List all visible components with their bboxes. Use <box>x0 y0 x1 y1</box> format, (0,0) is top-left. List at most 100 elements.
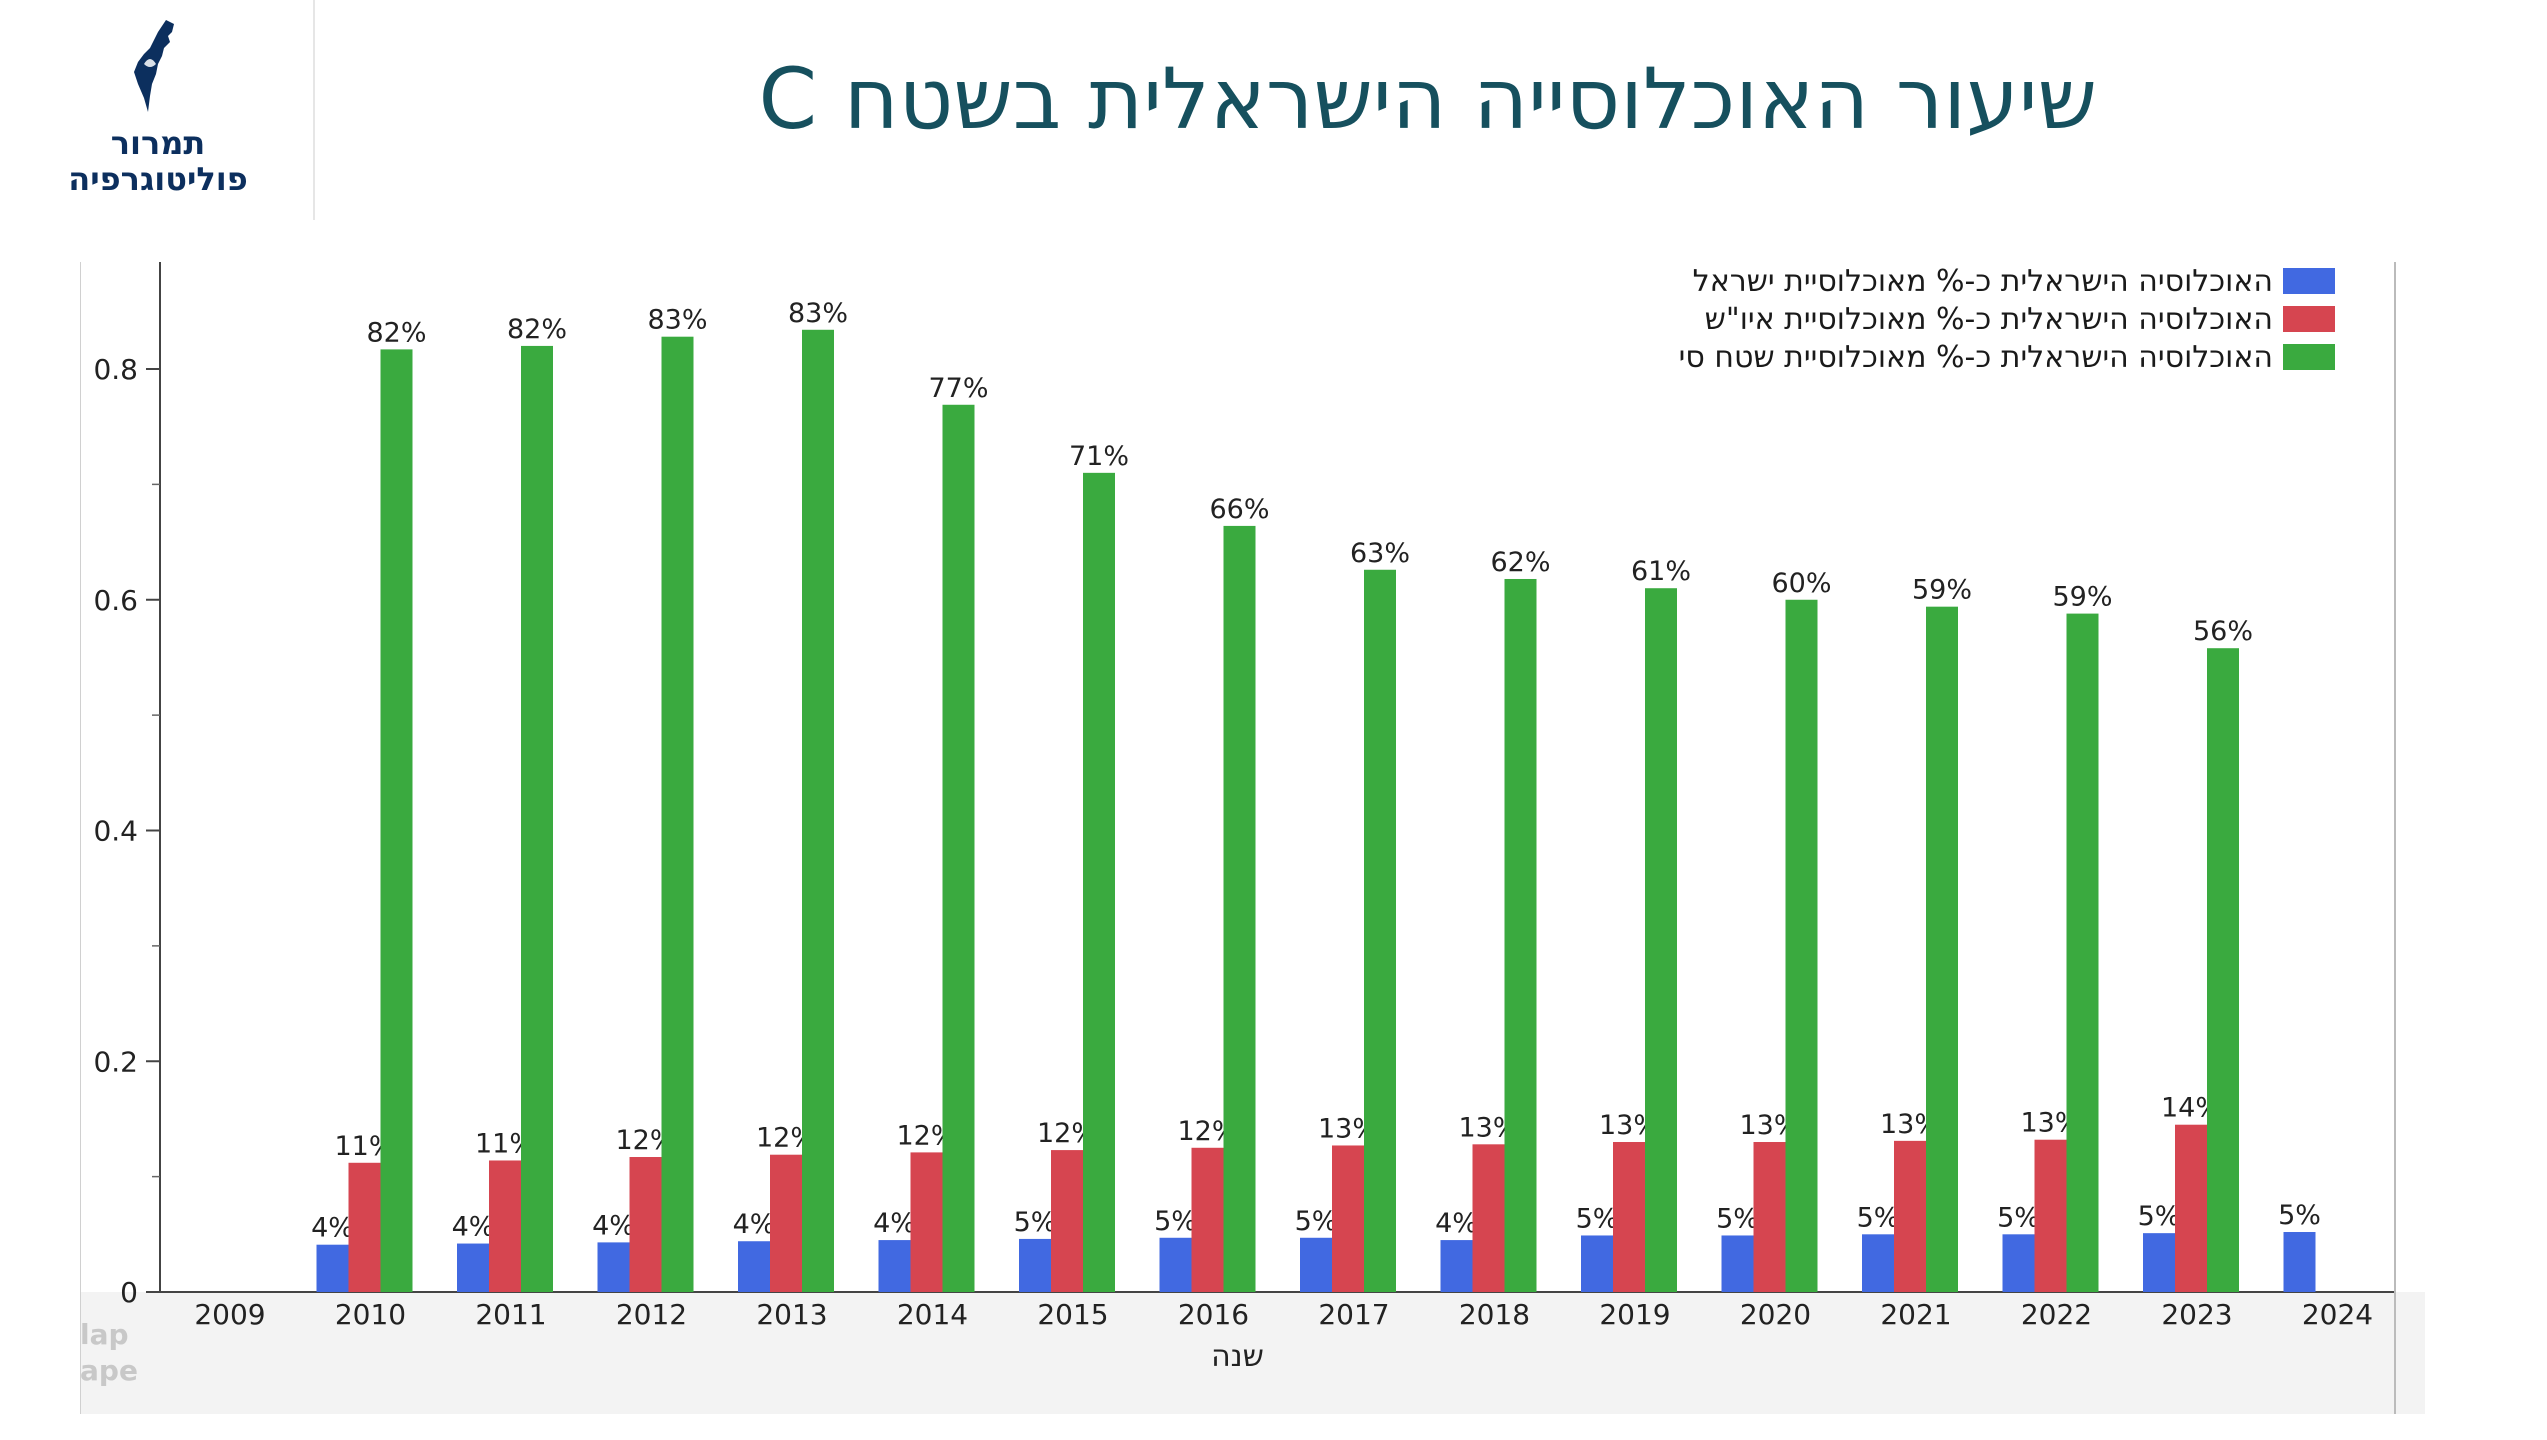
legend-label-israel: האוכלוסיה הישראלית כ-% מאוכלוסיית ישראל <box>1692 263 2273 299</box>
data-label: 82% <box>507 314 567 345</box>
data-label: 5% <box>2138 1201 2181 1232</box>
x-tick-label: 2013 <box>756 1298 827 1331</box>
x-tick-label: 2010 <box>335 1298 406 1331</box>
y-tick-label: 0.8 <box>93 353 138 386</box>
bar <box>802 329 834 1293</box>
y-tick-label: 0 <box>120 1276 138 1309</box>
data-label: 5% <box>1716 1203 1759 1234</box>
watermark-line2: ape <box>80 1354 138 1387</box>
bar <box>1440 1240 1473 1292</box>
bar <box>1645 588 1677 1292</box>
legend-swatch-green <box>2283 344 2335 370</box>
data-label: 5% <box>1154 1206 1197 1237</box>
data-label: 82% <box>366 317 426 348</box>
x-tick-label: 2019 <box>1599 1298 1670 1331</box>
logo: תמרור פוליטוגרפיה <box>48 14 268 204</box>
bar <box>1581 1235 1613 1292</box>
bar <box>597 1242 630 1292</box>
x-tick-label: 2017 <box>1318 1298 1389 1331</box>
bar <box>2002 1234 2035 1292</box>
bar <box>1894 1140 1926 1292</box>
chart-legend: האוכלוסיה הישראלית כ-% מאוכלוסיית ישראל … <box>1679 262 2335 376</box>
data-label: 66% <box>1209 494 1269 525</box>
israel-map-icon <box>134 20 174 112</box>
bar <box>1504 578 1537 1292</box>
x-tick-label: 2020 <box>1740 1298 1811 1331</box>
x-tick-label: 2009 <box>194 1298 265 1331</box>
data-label: 62% <box>1490 547 1550 578</box>
bar <box>629 1157 662 1292</box>
bar <box>1332 1145 1364 1292</box>
data-label: 4% <box>733 1209 776 1240</box>
bar <box>348 1162 381 1292</box>
bar <box>2143 1233 2175 1292</box>
bar <box>2283 1232 2316 1292</box>
data-label: 5% <box>1576 1203 1619 1234</box>
legend-label-judea-samaria: האוכלוסיה הישראלית כ-% מאוכלוסיית איו"ש <box>1704 301 2273 337</box>
bar <box>1159 1237 1192 1292</box>
data-label: 83% <box>788 298 848 329</box>
bar <box>2207 648 2239 1292</box>
bar <box>457 1243 489 1292</box>
x-tick-label: 2024 <box>2302 1298 2373 1331</box>
chart-panel: 0 0.2 0.4 0.6 0.8 2009 2010 4% 11% 82% 2011 4% 11% 82… <box>80 262 2425 1414</box>
bar <box>910 1152 943 1292</box>
bar <box>1051 1150 1083 1292</box>
bar <box>1753 1142 1786 1292</box>
y-tick-label: 0.4 <box>93 815 138 848</box>
bar <box>1300 1237 1332 1292</box>
x-tick-label: 2022 <box>2021 1298 2092 1331</box>
data-label: 59% <box>2052 582 2112 613</box>
data-label: 77% <box>928 373 988 404</box>
bar <box>1223 525 1256 1292</box>
bar <box>2034 1139 2067 1292</box>
legend-item-israel: האוכלוסיה הישראלית כ-% מאוכלוסיית ישראל <box>1679 262 2335 300</box>
x-tick-label: 2018 <box>1459 1298 1530 1331</box>
watermark-line1: lap <box>80 1318 129 1351</box>
header-divider <box>313 0 315 220</box>
x-axis-area <box>80 1292 2425 1414</box>
bar <box>380 349 413 1293</box>
y-tick-label: 0.6 <box>93 584 138 617</box>
bar <box>738 1241 770 1292</box>
legend-item-area-c: האוכלוסיה הישראלית כ-% מאוכלוסיית שטח סי <box>1679 338 2335 376</box>
bar <box>316 1244 349 1292</box>
data-label: 59% <box>1912 575 1972 606</box>
bar <box>1191 1147 1224 1292</box>
x-tick-label: 2011 <box>475 1298 546 1331</box>
data-label: 5% <box>2278 1200 2321 1231</box>
bar <box>1613 1142 1645 1292</box>
data-label: 71% <box>1069 441 1129 472</box>
logo-text-line1: תמרור <box>110 124 206 162</box>
x-tick-label: 2015 <box>1037 1298 1108 1331</box>
legend-swatch-blue <box>2283 268 2335 294</box>
legend-swatch-red <box>2283 306 2335 332</box>
data-label: 5% <box>1295 1206 1338 1237</box>
bar <box>661 336 694 1292</box>
data-label: 56% <box>2193 616 2253 647</box>
bar <box>1019 1238 1051 1292</box>
bar <box>1364 569 1396 1292</box>
bar <box>1926 606 1958 1292</box>
y-tick-label: 0.2 <box>93 1045 138 1078</box>
bar <box>521 345 553 1292</box>
bar <box>1472 1144 1505 1292</box>
bar <box>1785 599 1818 1292</box>
bar <box>770 1154 802 1292</box>
x-tick-label: 2021 <box>1880 1298 1951 1331</box>
data-label: 61% <box>1631 556 1691 587</box>
x-tick-label: 2016 <box>1178 1298 1249 1331</box>
legend-label-area-c: האוכלוסיה הישראלית כ-% מאוכלוסיית שטח סי <box>1678 339 2273 375</box>
x-axis-label: שנה <box>1211 1339 1264 1374</box>
data-label: 4% <box>452 1212 495 1243</box>
bar <box>942 404 975 1292</box>
data-label: 83% <box>647 305 707 336</box>
data-label: 4% <box>592 1210 635 1241</box>
x-tick-label: 2012 <box>616 1298 687 1331</box>
bar <box>878 1240 911 1292</box>
data-label: 5% <box>1857 1202 1900 1233</box>
x-tick-label: 2023 <box>2161 1298 2232 1331</box>
bar <box>489 1160 521 1292</box>
data-label: 4% <box>1435 1208 1478 1239</box>
